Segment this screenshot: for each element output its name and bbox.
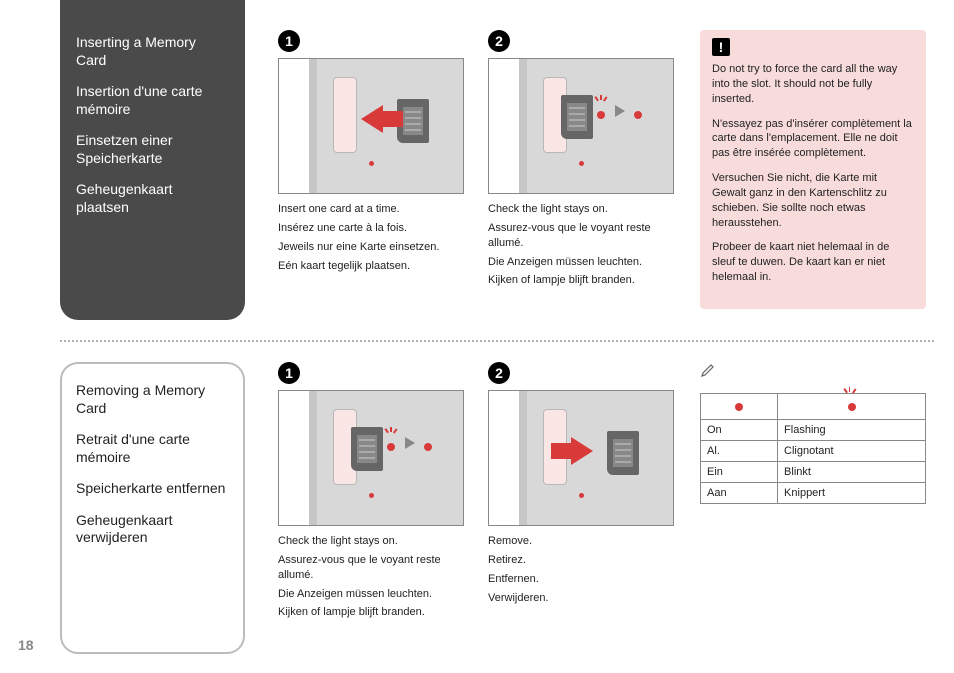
insert-title-de: Einsetzen einer Speicherkarte bbox=[76, 132, 229, 167]
remove-step-2: 2 Remove. Retirez. Entfernen. Verwijdere… bbox=[488, 362, 676, 609]
arrow-left-icon bbox=[361, 105, 383, 133]
sd-card-icon bbox=[351, 427, 383, 471]
table-row: EinBlinkt bbox=[701, 462, 926, 483]
caption: Assurez-vous que le voyant reste allumé. bbox=[278, 553, 466, 583]
caption: Retirez. bbox=[488, 553, 676, 568]
warning-text: Versuchen Sie nicht, die Karte mit Gewal… bbox=[712, 171, 914, 230]
sd-card-icon bbox=[607, 431, 639, 475]
caption: Die Anzeigen müssen leuchten. bbox=[488, 255, 676, 270]
caption: Assurez-vous que le voyant reste allumé. bbox=[488, 221, 676, 251]
step-badge-1: 1 bbox=[278, 30, 300, 52]
table-row bbox=[701, 394, 926, 420]
warning-box: ! Do not try to force the card all the w… bbox=[700, 30, 926, 309]
page-number: 18 bbox=[18, 637, 34, 653]
card-slot-icon bbox=[333, 77, 357, 153]
insert-figure-1 bbox=[278, 58, 464, 194]
step-badge-1: 1 bbox=[278, 362, 300, 384]
remove-figure-1 bbox=[278, 390, 464, 526]
insert-title-nl: Geheugenkaart plaatsen bbox=[76, 181, 229, 216]
caption: Insérez une carte à la fois. bbox=[278, 221, 466, 236]
remove-title-nl: Geheugenkaart verwijderen bbox=[76, 512, 229, 547]
warning-text: N'essayez pas d'insérer complètement la … bbox=[712, 117, 914, 162]
led-icon bbox=[579, 161, 584, 166]
led-legend: OnFlashing Al.Clignotant EinBlinkt AanKn… bbox=[700, 362, 926, 504]
caption: Check the light stays on. bbox=[488, 202, 676, 217]
led-status-icon bbox=[597, 107, 642, 121]
warning-text: Do not try to force the card all the way… bbox=[712, 62, 914, 107]
legend-table: OnFlashing Al.Clignotant EinBlinkt AanKn… bbox=[700, 393, 926, 504]
insert-figure-2 bbox=[488, 58, 674, 194]
remove-title-en: Removing a Memory Card bbox=[76, 382, 229, 417]
insert-step-1: 1 Insert one card at a time. Insérez une… bbox=[278, 30, 466, 277]
led-icon bbox=[369, 493, 374, 498]
caption: Die Anzeigen müssen leuchten. bbox=[278, 587, 466, 602]
col-on-icon bbox=[701, 394, 778, 420]
warning-text: Probeer de kaart niet helemaal in de sle… bbox=[712, 240, 914, 285]
caption: Kijken of lampje blijft branden. bbox=[488, 273, 676, 288]
caption: Check the light stays on. bbox=[278, 534, 466, 549]
led-status-icon bbox=[387, 439, 432, 453]
table-row: OnFlashing bbox=[701, 420, 926, 441]
insert-title-panel: Inserting a Memory Card Insertion d'une … bbox=[60, 0, 245, 320]
sd-card-icon bbox=[561, 95, 593, 139]
remove-figure-2 bbox=[488, 390, 674, 526]
caption: Remove. bbox=[488, 534, 676, 549]
arrow-right-icon bbox=[571, 437, 593, 465]
table-row: AanKnippert bbox=[701, 483, 926, 504]
col-flash-icon bbox=[778, 394, 926, 420]
section-divider bbox=[60, 340, 934, 342]
step-badge-2: 2 bbox=[488, 30, 510, 52]
note-icon bbox=[700, 362, 926, 383]
remove-title-panel: Removing a Memory Card Retrait d'une car… bbox=[60, 362, 245, 654]
remove-step-1: 1 Check the light stays on. Assurez-vous… bbox=[278, 362, 466, 624]
insert-title-fr: Insertion d'une carte mémoire bbox=[76, 83, 229, 118]
step-badge-2: 2 bbox=[488, 362, 510, 384]
caption: Jeweils nur eine Karte einsetzen. bbox=[278, 240, 466, 255]
remove-title-de: Speicherkarte entfernen bbox=[76, 480, 229, 498]
remove-title-fr: Retrait d'une carte mémoire bbox=[76, 431, 229, 466]
insert-title-en: Inserting a Memory Card bbox=[76, 34, 229, 69]
caption: Kijken of lampje blijft branden. bbox=[278, 605, 466, 620]
caption: Eén kaart tegelijk plaatsen. bbox=[278, 259, 466, 274]
insert-step-2: 2 Check the light stays on. Assurez-vous… bbox=[488, 30, 676, 292]
led-icon bbox=[579, 493, 584, 498]
caption: Verwijderen. bbox=[488, 591, 676, 606]
warning-icon: ! bbox=[712, 38, 730, 56]
caption: Entfernen. bbox=[488, 572, 676, 587]
caption: Insert one card at a time. bbox=[278, 202, 466, 217]
table-row: Al.Clignotant bbox=[701, 441, 926, 462]
led-icon bbox=[369, 161, 374, 166]
